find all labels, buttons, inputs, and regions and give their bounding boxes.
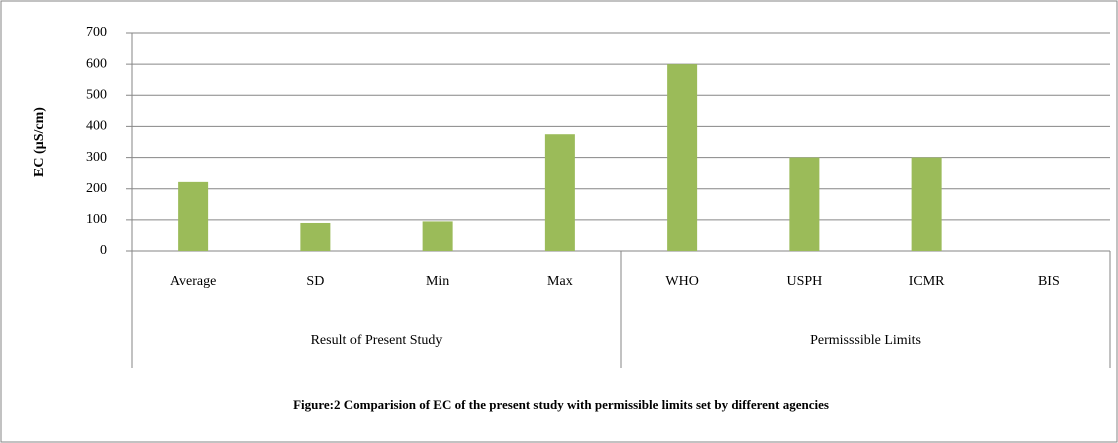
bar: [911, 157, 942, 251]
bar: [789, 157, 820, 251]
y-tick-label: 300: [86, 150, 107, 165]
x-tick-label: BIS: [1038, 274, 1060, 289]
y-tick-label: 500: [86, 88, 107, 103]
y-tick-label: 200: [86, 181, 107, 196]
y-tick-label: 400: [86, 119, 107, 134]
bar: [667, 64, 698, 252]
x-tick-label: USPH: [786, 274, 822, 289]
y-tick-label: 100: [86, 212, 107, 227]
y-tick-label: 0: [100, 243, 107, 258]
chart-title: Figure:2 Comparision of EC of the presen…: [293, 397, 829, 412]
y-tick-label: 700: [86, 25, 107, 40]
x-tick-label: Average: [170, 274, 216, 289]
x-tick-label: Max: [547, 274, 573, 289]
y-axis-label: EC (µS/cm): [32, 107, 47, 177]
bar: [178, 181, 209, 251]
y-tick-label: 600: [86, 56, 107, 71]
x-tick-label: WHO: [665, 274, 698, 289]
group-label: Result of Present Study: [311, 333, 443, 348]
x-tick-label: SD: [306, 274, 324, 289]
bar: [544, 134, 575, 251]
x-tick-label: ICMR: [909, 274, 945, 289]
x-tick-label: Min: [426, 274, 449, 289]
bar: [300, 222, 331, 251]
group-label: Permisssible Limits: [810, 333, 921, 348]
bar: [422, 221, 453, 251]
